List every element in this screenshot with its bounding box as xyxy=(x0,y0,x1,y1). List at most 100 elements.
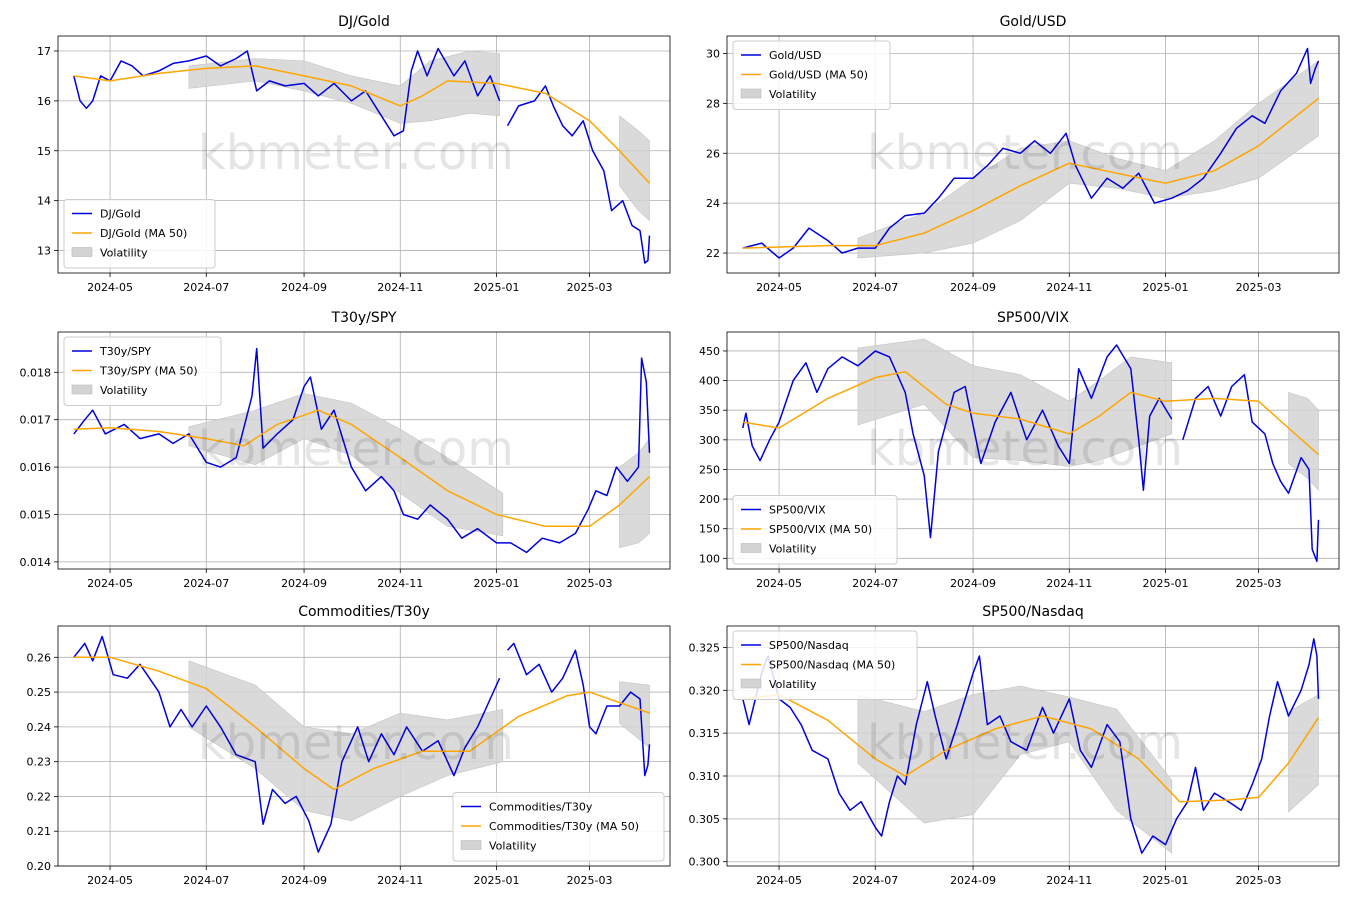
legend-label: Volatility xyxy=(489,840,537,853)
x-tick-label: 2025-03 xyxy=(567,281,613,294)
x-tick-label: 2025-03 xyxy=(1236,577,1282,590)
y-tick-label: 0.23 xyxy=(27,756,52,769)
plot-area xyxy=(73,47,651,264)
x-tick-label: 2024-07 xyxy=(183,577,229,590)
chart-panel: Gold/USD 2024-05 2024-07 2024-09 2024-11 2025… xyxy=(706,14,1340,294)
legend-box xyxy=(452,792,665,862)
y-tick-label: 450 xyxy=(699,345,720,358)
chart-title: DJ/Gold xyxy=(338,14,390,30)
x-tick-label: 2024-11 xyxy=(1046,874,1092,887)
y-tick-label: 17 xyxy=(37,45,51,58)
y-tick-label: 14 xyxy=(37,195,51,208)
legend: SP500/VIX SP500/VIX (MA 50) Volatility xyxy=(732,495,898,565)
y-tick-label: 0.018 xyxy=(20,366,52,379)
x-tick-label: 2025-03 xyxy=(567,874,613,887)
x-tick-label: 2025-01 xyxy=(1143,281,1189,294)
legend-label: Volatility xyxy=(769,543,817,556)
watermark-text: kbmeter.com xyxy=(198,421,514,477)
y-tick-label: 0.20 xyxy=(27,860,52,873)
volatility-band xyxy=(188,50,500,124)
legend-label: SP500/Nasdaq xyxy=(769,639,849,652)
y-tick-label: 400 xyxy=(699,375,720,388)
legend-box xyxy=(63,199,216,269)
ma-line xyxy=(73,65,651,184)
chart-panel: SP500/VIX 2024-05 2024-07 2024-09 2024-11 202… xyxy=(699,310,1340,590)
legend-label: DJ/Gold xyxy=(100,208,141,221)
series-line xyxy=(73,47,651,264)
x-tick-label: 2024-09 xyxy=(950,577,996,590)
x-tick-label: 2024-07 xyxy=(183,874,229,887)
legend-label: Volatility xyxy=(769,678,817,691)
y-tick-label: 13 xyxy=(37,245,51,258)
legend-label: Commodities/T30y (MA 50) xyxy=(489,820,639,833)
legend-swatch-volatility xyxy=(740,88,762,99)
y-tick-label: 100 xyxy=(699,552,720,565)
legend: SP500/Nasdaq SP500/Nasdaq (MA 50) Volatili… xyxy=(732,630,918,700)
x-tick-label: 2024-11 xyxy=(377,874,423,887)
series-line xyxy=(73,635,651,853)
axes-frame xyxy=(726,625,1340,867)
y-tick-label: 0.24 xyxy=(27,721,52,734)
legend: Commodities/T30y Commodities/T30y (MA 50)… xyxy=(452,792,665,862)
y-tick-label: 30 xyxy=(706,47,720,60)
x-tick-label: 2024-11 xyxy=(1046,577,1092,590)
x-tick-label: 2024-07 xyxy=(852,281,898,294)
axes-frame xyxy=(57,625,671,867)
y-tick-label: 0.325 xyxy=(689,641,721,654)
legend-swatch-volatility xyxy=(71,247,93,257)
volatility-band xyxy=(619,681,650,749)
y-tick-label: 26 xyxy=(706,147,720,160)
x-tick-label: 2024-05 xyxy=(756,577,802,590)
plot-area xyxy=(742,638,1320,854)
legend: DJ/Gold DJ/Gold (MA 50) Volatility xyxy=(63,199,216,269)
legend-box xyxy=(732,495,898,565)
volatility-band xyxy=(1288,694,1319,813)
legend-label: SP500/VIX xyxy=(769,504,826,517)
y-tick-label: 200 xyxy=(699,493,720,506)
ma-line xyxy=(742,370,1319,456)
x-tick-label: 2025-03 xyxy=(1236,874,1282,887)
y-tick-label: 250 xyxy=(699,463,720,476)
chart-title: Gold/USD xyxy=(1000,14,1067,30)
y-tick-label: 0.014 xyxy=(20,556,52,569)
legend-label: SP500/Nasdaq (MA 50) xyxy=(769,659,895,672)
volatility-band xyxy=(188,660,504,822)
y-tick-label: 0.015 xyxy=(20,508,52,521)
legend-label: Volatility xyxy=(769,88,817,101)
legend-label: T30y/SPY xyxy=(99,345,151,358)
series-line xyxy=(742,638,1320,854)
x-tick-label: 2024-05 xyxy=(87,874,133,887)
axes-frame xyxy=(57,35,671,274)
volatility-band xyxy=(619,115,650,222)
plot-area xyxy=(73,347,651,554)
x-tick-label: 2024-11 xyxy=(1046,281,1092,294)
watermark-text: kbmeter.com xyxy=(867,715,1183,771)
y-tick-label: 350 xyxy=(699,404,720,417)
x-tick-label: 2024-09 xyxy=(950,281,996,294)
watermark-text: kbmeter.com xyxy=(198,715,514,771)
legend: T30y/SPY T30y/SPY (MA 50) Volatility xyxy=(63,336,222,406)
chart-title: SP500/VIX xyxy=(997,310,1069,326)
x-tick-label: 2025-03 xyxy=(567,577,613,590)
volatility-band xyxy=(857,60,1319,259)
y-tick-label: 0.22 xyxy=(27,790,52,803)
legend-label: T30y/SPY (MA 50) xyxy=(99,365,198,378)
legend-label: Volatility xyxy=(100,247,148,260)
ma-line xyxy=(742,97,1319,249)
y-tick-label: 28 xyxy=(706,97,720,110)
y-tick-label: 0.305 xyxy=(689,813,721,826)
ma-line xyxy=(73,656,650,791)
axes-frame xyxy=(726,35,1340,274)
legend-box xyxy=(732,40,891,110)
legend-label: SP500/VIX (MA 50) xyxy=(769,523,872,536)
chart-panel: SP500/Nasdaq 2024-05 2024-07 2024-09 2024-11… xyxy=(689,604,1340,887)
x-tick-label: 2024-05 xyxy=(87,577,133,590)
x-tick-label: 2024-05 xyxy=(756,874,802,887)
x-tick-label: 2024-11 xyxy=(377,281,423,294)
chart-panel: DJ/Gold 2024-05 2024-07 2024-09 2024-11 2025-… xyxy=(37,14,671,294)
chart-title: T30y/SPY xyxy=(331,310,397,326)
volatility-band xyxy=(188,393,504,537)
chart-panel: T30y/SPY 2024-05 2024-07 2024-09 2024-11 2025… xyxy=(20,310,671,590)
plot-area xyxy=(73,635,651,853)
